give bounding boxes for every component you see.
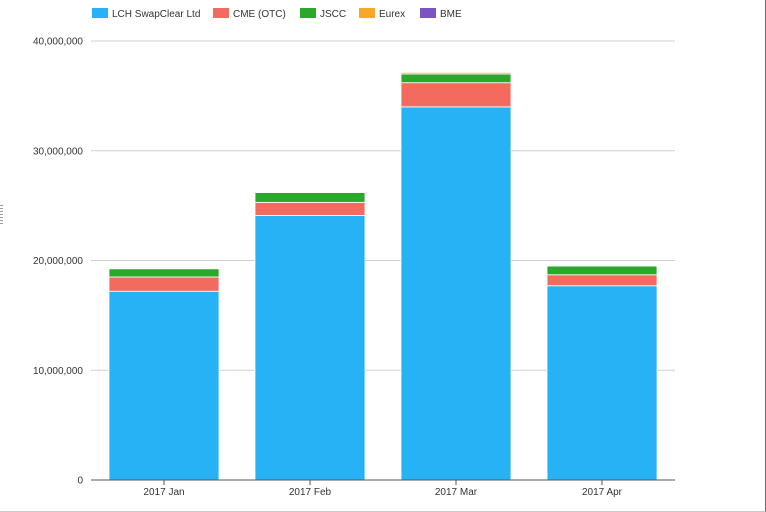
legend-item-lch-swapclear-ltd[interactable]: LCH SwapClear Ltd xyxy=(92,8,200,20)
y-tick-label: 30,000,000 xyxy=(33,146,83,157)
legend-swatch-cme-otc xyxy=(213,8,229,18)
bar-segment-cme-otc-2017-jan[interactable] xyxy=(108,276,220,292)
bar-segment-lch-swapclear-ltd-2017-jan[interactable] xyxy=(108,290,220,481)
bar-segment-cme-otc-2017-apr[interactable] xyxy=(546,274,658,287)
legend: LCH SwapClear Ltd CME (OTC) JSCC Eurex BME xyxy=(92,8,462,20)
legend-item-jscc[interactable]: JSCC xyxy=(300,8,346,20)
bar-segment-cme-otc-2017-feb[interactable] xyxy=(254,201,366,216)
bar-segment-lch-swapclear-ltd-2017-apr[interactable] xyxy=(546,285,658,481)
legend-label-lch-swapclear-ltd: LCH SwapClear Ltd xyxy=(112,9,200,20)
legend-label-jscc: JSCC xyxy=(320,9,346,20)
y-axis: 0 10,000,000 20,000,000 30,000,000 40,000,00… xyxy=(33,37,84,487)
bar-segment-lch-swapclear-ltd-2017-feb[interactable] xyxy=(254,215,366,481)
legend-swatch-lch-swapclear-ltd xyxy=(92,8,108,18)
legend-swatch-bme xyxy=(420,8,436,18)
y-tick-label: 20,000,000 xyxy=(33,256,83,267)
x-tick-label: 2017 Mar xyxy=(435,487,478,498)
bar-stack-2017-mar[interactable] xyxy=(400,71,512,481)
legend-swatch-eurex xyxy=(359,8,375,18)
bar-stack-2017-jan[interactable] xyxy=(108,267,220,481)
y-tick-label: 0 xyxy=(77,476,83,487)
legend-item-cme-otc[interactable]: CME (OTC) xyxy=(213,8,286,20)
legend-item-bme[interactable]: BME xyxy=(420,8,462,20)
legend-item-eurex[interactable]: Eurex xyxy=(359,8,405,20)
legend-label-cme-otc: CME (OTC) xyxy=(233,9,286,20)
legend-label-eurex: Eurex xyxy=(379,9,405,20)
resize-grip-icon[interactable] xyxy=(0,205,3,225)
x-tick-label: 2017 Feb xyxy=(289,487,332,498)
bar-segment-lch-swapclear-ltd-2017-mar[interactable] xyxy=(400,106,512,481)
x-tick-label: 2017 Jan xyxy=(143,487,184,498)
x-tick-label: 2017 Apr xyxy=(582,487,623,498)
bar-segment-cme-otc-2017-mar[interactable] xyxy=(400,82,512,108)
bar-segment-jscc-2017-feb[interactable] xyxy=(254,192,366,203)
bar-stack-2017-apr[interactable] xyxy=(546,264,658,481)
legend-swatch-jscc xyxy=(300,8,316,18)
bar-segment-jscc-2017-apr[interactable] xyxy=(546,265,658,276)
y-tick-label: 10,000,000 xyxy=(33,366,83,377)
x-axis: 2017 Jan 2017 Feb 2017 Mar 2017 Apr xyxy=(91,479,675,498)
bar-segment-jscc-2017-mar[interactable] xyxy=(400,73,512,84)
bar-segment-jscc-2017-jan[interactable] xyxy=(108,268,220,278)
bar-stack-2017-feb[interactable] xyxy=(254,191,366,481)
legend-label-bme: BME xyxy=(440,9,462,20)
bars xyxy=(108,71,658,481)
y-tick-label: 40,000,000 xyxy=(33,37,83,48)
